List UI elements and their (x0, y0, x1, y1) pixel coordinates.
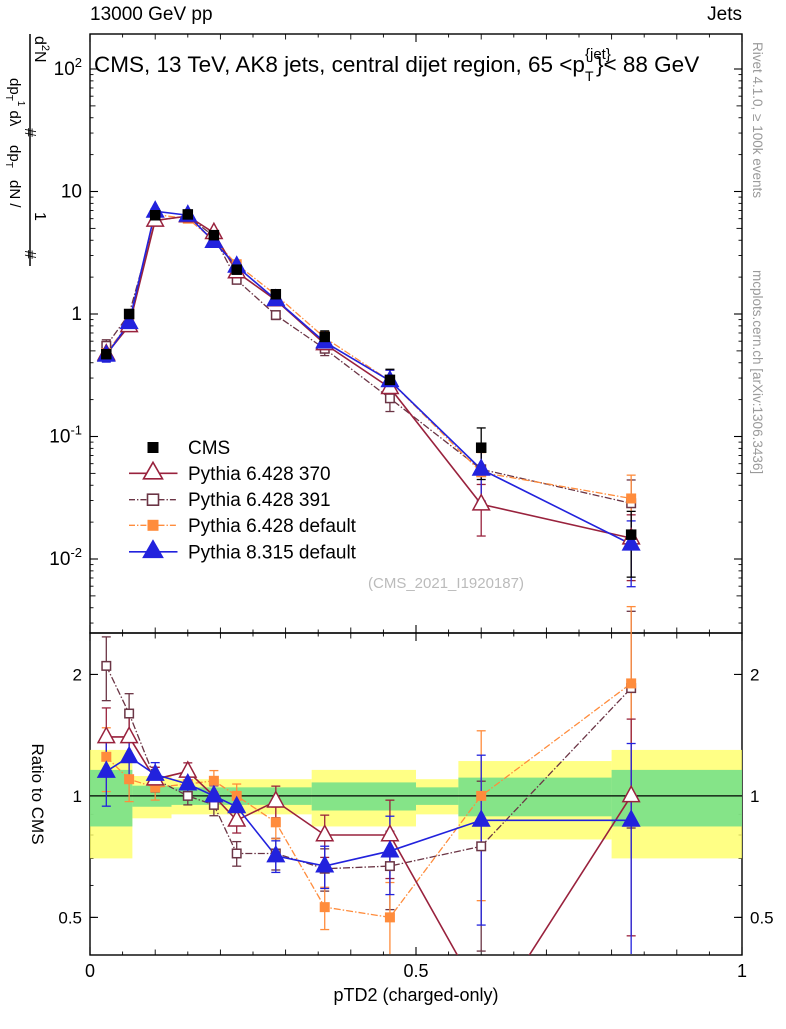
svg-text:Pythia 8.315 default: Pythia 8.315 default (188, 542, 357, 563)
svg-text:0.5: 0.5 (750, 908, 774, 927)
svg-text:0: 0 (85, 961, 95, 981)
svg-text:}< 88 GeV: }< 88 GeV (596, 52, 699, 77)
svg-text:1: 1 (737, 961, 747, 981)
svg-text:CMS: CMS (188, 438, 230, 459)
svg-text:1: 1 (73, 787, 82, 806)
svg-text:CMS, 13 TeV, AK8 jets, central: CMS, 13 TeV, AK8 jets, central dijet reg… (94, 52, 585, 77)
svg-text:#: # (21, 250, 38, 259)
svg-text:mcplots.cern.ch [arXiv:1306.34: mcplots.cern.ch [arXiv:1306.3436] (750, 270, 765, 474)
svg-text:dN /: dN / (6, 180, 23, 208)
svg-text:Pythia 6.428 default: Pythia 6.428 default (188, 516, 357, 537)
svg-text:10: 10 (61, 182, 82, 203)
svg-text:1: 1 (31, 212, 48, 221)
svg-text:2: 2 (750, 665, 759, 684)
svg-text:Rivet 4.1.0, ≥ 100k events: Rivet 4.1.0, ≥ 100k events (750, 42, 765, 198)
svg-text:Jets: Jets (707, 4, 742, 25)
svg-text:13000 GeV pp: 13000 GeV pp (90, 4, 213, 25)
svg-text:Pythia 6.428 391: Pythia 6.428 391 (188, 490, 331, 511)
svg-text:Pythia 6.428 370: Pythia 6.428 370 (188, 464, 331, 485)
svg-text:0.5: 0.5 (58, 908, 82, 927)
svg-text:1: 1 (71, 304, 82, 325)
svg-text:1: 1 (750, 787, 759, 806)
svg-text:2: 2 (73, 665, 82, 684)
svg-text:T: T (585, 68, 594, 84)
svg-text:#: # (21, 128, 38, 137)
svg-text:pTD2 (charged-only): pTD2 (charged-only) (333, 985, 498, 1005)
svg-text:(CMS_2021_I1920187): (CMS_2021_I1920187) (368, 575, 524, 592)
svg-text:0.5: 0.5 (403, 961, 428, 981)
svg-text:Ratio to CMS: Ratio to CMS (28, 743, 47, 844)
